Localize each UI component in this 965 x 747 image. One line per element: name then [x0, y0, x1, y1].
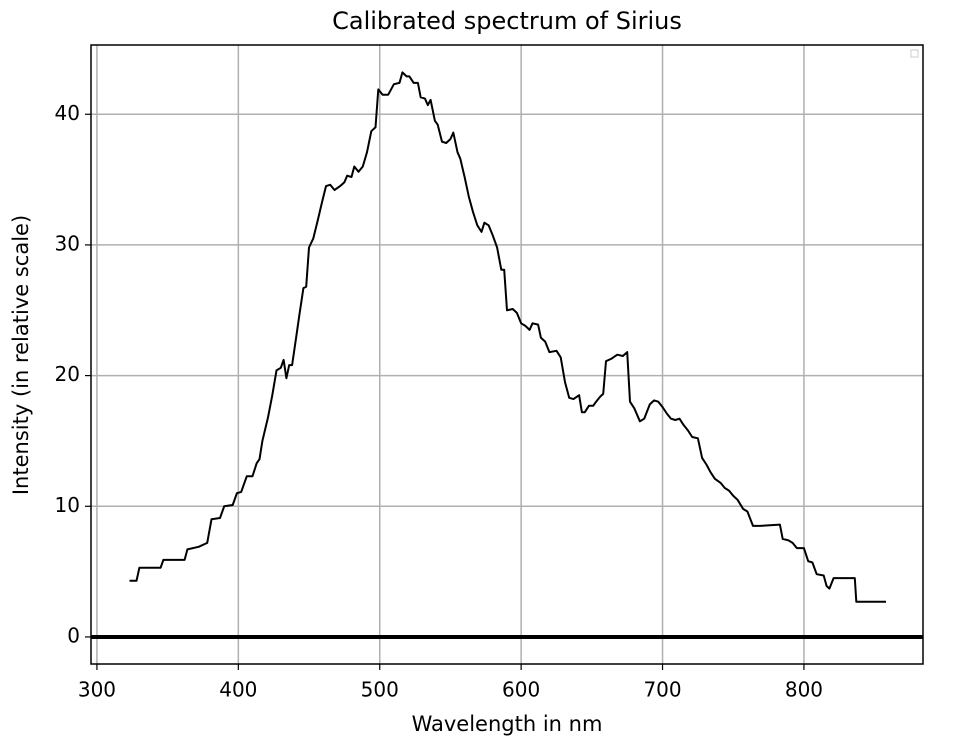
y-tick-label: 40 — [55, 101, 80, 125]
y-tick-label: 20 — [55, 362, 80, 386]
data-line — [129, 71, 886, 603]
x-tick-label: 300 — [78, 678, 116, 702]
x-tick-label: 500 — [361, 678, 399, 702]
y-tick-label: 30 — [55, 231, 80, 255]
chart-title: Calibrated spectrum of Sirius — [332, 7, 682, 35]
x-tick-label: 600 — [502, 678, 540, 702]
x-tick-label: 400 — [219, 678, 257, 702]
y-tick-label: 10 — [55, 493, 80, 517]
x-tick-label: 800 — [785, 678, 823, 702]
y-tick-label: 0 — [67, 623, 80, 647]
legend-box — [910, 49, 919, 58]
x-axis-label: Wavelength in nm — [412, 712, 603, 736]
x-tick-label: 700 — [643, 678, 681, 702]
y-axis-label: Intensity (in relative scale) — [9, 215, 33, 495]
plot-frame — [90, 44, 924, 665]
